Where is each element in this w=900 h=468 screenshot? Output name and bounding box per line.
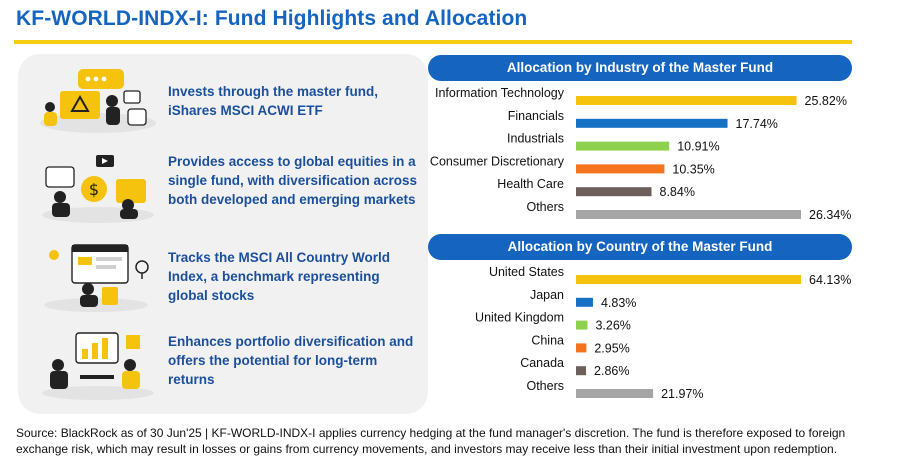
highlight-text: Provides access to global equities in a … — [168, 154, 418, 207]
highlight-item: Tracks the MSCI All Country World Index,… — [18, 234, 428, 320]
industry-category-label: Information Technology — [435, 86, 565, 100]
industry-category-label: Health Care — [497, 177, 564, 191]
country-bar — [576, 389, 654, 398]
global-equities-illustration-icon: $ — [42, 155, 154, 223]
industry-bar — [576, 96, 797, 105]
country-value-label: 2.86% — [594, 364, 629, 378]
industry-bar — [576, 141, 670, 151]
industry-bar — [576, 210, 801, 219]
industry-bar — [576, 187, 652, 197]
index-tracking-illustration-icon — [44, 244, 149, 312]
industry-value-label: 17.74% — [736, 117, 778, 131]
country-value-label: 4.83% — [601, 296, 636, 310]
title-divider — [14, 40, 852, 44]
country-allocation-header: Allocation by Country of the Master Fund — [428, 234, 852, 260]
highlight-item: $ Provides access to global equities in … — [18, 146, 428, 232]
country-value-label: 2.95% — [594, 341, 629, 355]
industry-value-label: 8.84% — [660, 185, 695, 199]
country-value-label: 3.26% — [595, 319, 630, 333]
master-fund-illustration-icon — [40, 69, 156, 133]
industry-value-label: 26.34% — [809, 208, 851, 222]
industry-allocation-header: Allocation by Industry of the Master Fun… — [428, 55, 852, 81]
country-allocation-chart: United States 64.13% Japan 4.83% United King… — [475, 265, 851, 401]
diversification-illustration-icon — [42, 332, 154, 400]
industry-value-label: 10.35% — [672, 162, 714, 176]
highlight-text: Invests through the master fund, iShares… — [168, 84, 379, 118]
industry-bar — [576, 164, 665, 174]
country-bar — [576, 320, 588, 330]
industry-category-label: Consumer Discretionary — [430, 154, 565, 168]
page-title: KF-WORLD-INDX-I: Fund Highlights and All… — [16, 7, 528, 30]
industry-value-label: 25.82% — [805, 94, 847, 108]
country-category-label: Others — [526, 379, 564, 393]
industry-category-label: Financials — [508, 109, 564, 123]
fund-highlights-panel: Invests through the master fund, iShares… — [18, 54, 428, 414]
source-footnote: Source: BlackRock as of 30 Jun'25 | KF-W… — [16, 426, 846, 456]
industry-category-label: Industrials — [507, 132, 564, 146]
country-bar — [576, 275, 801, 284]
country-value-label: 64.13% — [809, 273, 851, 287]
country-category-label: Japan — [530, 288, 564, 302]
highlight-text: Enhances portfolio diversification and o… — [168, 334, 414, 387]
industry-bar — [576, 118, 728, 128]
svg-text:$: $ — [89, 180, 99, 199]
highlight-text: Tracks the MSCI All Country World Index,… — [168, 250, 391, 303]
country-category-label: United States — [489, 265, 564, 279]
industry-allocation-chart: Information Technology 25.82% Financials 17… — [430, 86, 851, 222]
country-category-label: United Kingdom — [475, 311, 564, 325]
country-value-label: 21.97% — [661, 387, 703, 401]
country-bar — [576, 366, 587, 376]
industry-category-label: Others — [526, 200, 564, 214]
country-bar — [576, 297, 593, 307]
country-bar — [576, 343, 587, 353]
highlight-item: Invests through the master fund, iShares… — [18, 58, 428, 144]
country-category-label: Canada — [520, 356, 564, 370]
country-category-label: China — [531, 333, 564, 347]
industry-value-label: 10.91% — [677, 140, 719, 154]
highlight-item: Enhances portfolio diversification and o… — [18, 322, 428, 408]
